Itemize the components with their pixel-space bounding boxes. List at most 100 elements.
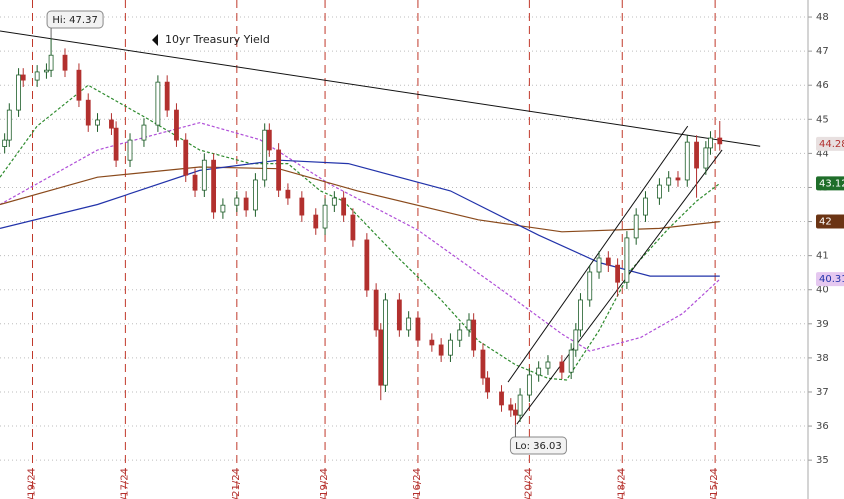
candle-body <box>568 349 574 373</box>
candle-body <box>643 197 648 216</box>
axis-badge-label: 42 <box>819 217 832 228</box>
candle-body <box>684 141 690 181</box>
candle-body <box>262 129 268 181</box>
y-tick-label: 37 <box>816 387 829 398</box>
moving-average <box>0 166 720 233</box>
candle-body <box>220 204 226 213</box>
candle-body <box>48 54 54 71</box>
candle-body <box>201 159 207 191</box>
candle-body <box>457 329 463 341</box>
candle-body <box>578 299 583 331</box>
candle-body <box>299 197 305 216</box>
y-tick-label: 39 <box>816 319 829 330</box>
candle-body <box>438 344 444 356</box>
candle-body <box>536 367 542 376</box>
y-tick-label: 47 <box>816 46 829 57</box>
candle-body <box>113 127 119 161</box>
candle-body <box>517 394 523 416</box>
candle-body <box>243 197 249 211</box>
y-tick-label: 36 <box>816 421 829 432</box>
x-tick-label: 7/19/24 <box>319 468 330 499</box>
candle-body <box>717 137 723 145</box>
annotation-label: Hi: 47.37 <box>52 15 97 26</box>
y-tick-label: 41 <box>816 251 829 262</box>
axis-badge <box>816 272 844 287</box>
candle-body <box>174 109 179 141</box>
y-tick-label: 35 <box>816 455 829 466</box>
x-tick-label: 10/18/24 <box>616 468 627 499</box>
candle-body <box>109 119 114 129</box>
candle-body <box>234 197 240 206</box>
candle-body <box>85 99 91 126</box>
axis-badge <box>816 176 844 191</box>
y-tick-label: 40 <box>816 285 829 296</box>
candle-body <box>313 214 319 229</box>
candle-body <box>34 71 40 81</box>
candle-body <box>471 319 477 351</box>
candle-body <box>350 214 356 241</box>
candle-body <box>373 289 379 331</box>
candle-body <box>573 329 579 351</box>
candle-body <box>508 404 514 411</box>
annotation-box <box>509 436 567 455</box>
candle-body <box>666 177 672 186</box>
candle-body <box>322 204 328 229</box>
y-tick-label: 48 <box>816 12 829 23</box>
axis-badge <box>816 214 844 229</box>
candle-body <box>526 374 532 396</box>
candle-body <box>378 329 384 386</box>
candle-body <box>485 377 490 393</box>
candle-body <box>211 159 217 213</box>
candle-body <box>383 299 388 386</box>
candle-body <box>694 141 699 169</box>
candle-body <box>448 339 453 356</box>
candle-body <box>703 147 709 169</box>
axis-badge-label: 40.31 <box>819 274 844 285</box>
y-tick-label: 44 <box>816 148 829 159</box>
candle-body <box>596 257 602 273</box>
axis-badge-label: 43.12 <box>819 178 844 189</box>
candle-body <box>155 81 161 126</box>
candle-body <box>396 299 402 331</box>
candle-body <box>164 81 170 111</box>
candle-body <box>16 74 21 111</box>
candle-body <box>675 177 681 181</box>
y-tick-label: 38 <box>816 353 829 364</box>
candle-body <box>95 119 100 126</box>
candle-body <box>605 257 611 266</box>
candle-body <box>415 317 421 341</box>
candle-body <box>624 237 630 283</box>
candle-body <box>406 317 412 331</box>
trendline <box>516 149 723 425</box>
candle-body <box>480 349 486 379</box>
annotation-box <box>46 10 104 29</box>
candle-body <box>513 409 518 416</box>
candle-body <box>499 391 504 406</box>
candle-body <box>6 109 12 141</box>
candle-body <box>708 137 713 149</box>
candle-body <box>545 361 551 369</box>
candle-body <box>183 139 189 176</box>
candle-body <box>266 129 272 151</box>
candle-body <box>253 179 258 211</box>
candle-body <box>615 264 621 283</box>
annotation-label: Lo: 36.03 <box>515 441 562 452</box>
y-tick-label: 46 <box>816 80 829 91</box>
axis-badge-label: 44.28 <box>819 139 844 150</box>
candle-body <box>587 271 593 301</box>
x-tick-label: 8/16/24 <box>412 468 423 499</box>
candle-body <box>276 149 282 191</box>
x-tick-label: 9/20/24 <box>523 468 534 499</box>
axis-badge <box>816 136 844 151</box>
trendline <box>507 125 689 383</box>
candle-body <box>141 124 147 141</box>
x-tick-label: 5/17/24 <box>119 468 130 499</box>
x-tick-label: 4/19/24 <box>27 468 38 499</box>
candle-body <box>331 197 337 206</box>
candle-body <box>2 139 8 147</box>
x-tick-label: 6/21/24 <box>231 468 242 499</box>
candle-body <box>657 184 662 199</box>
candle-body <box>341 197 347 216</box>
candle-body <box>633 214 639 239</box>
